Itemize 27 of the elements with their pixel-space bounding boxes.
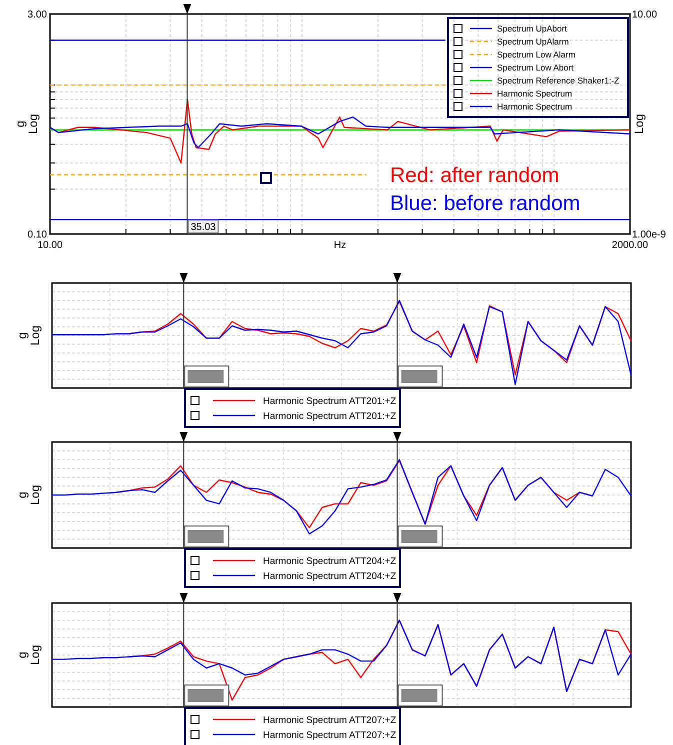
legend-label: Harmonic Spectrum ATT207:+Z bbox=[263, 714, 396, 726]
legend-label: Spectrum Reference Shaker1:-Z bbox=[497, 75, 620, 86]
x-tick-label: 2000.00 bbox=[612, 240, 649, 251]
y-axis-title: g Log bbox=[15, 484, 42, 506]
legend-label: Spectrum UpAbort bbox=[497, 23, 568, 34]
ref-line-label: 35.03 bbox=[190, 222, 216, 233]
legend-label: Harmonic Spectrum ATT204:+Z bbox=[263, 570, 396, 582]
legend-label: Harmonic Spectrum ATT201:+Z bbox=[263, 396, 396, 407]
x-axis-title: Hz bbox=[334, 240, 346, 251]
y2-tick-label: 10.00 bbox=[632, 10, 658, 20]
y2-tick-label: 1.00e-9 bbox=[632, 230, 666, 240]
legend-label: Harmonic Spectrum bbox=[497, 101, 572, 112]
annotation: Blue: before random bbox=[390, 192, 580, 215]
y2-axis-title: Log bbox=[632, 114, 646, 134]
legend-label: Spectrum UpAlarm bbox=[497, 36, 569, 46]
legend-label: Spectrum Low Alarm bbox=[497, 49, 576, 60]
legend-label: Spectrum Low Abort bbox=[497, 62, 574, 72]
legend-label: Harmonic Spectrum ATT207:+Z bbox=[263, 730, 396, 741]
annotation: Red: after random bbox=[390, 164, 560, 187]
y-axis-title: g Log bbox=[15, 325, 42, 346]
y-axis-title: g Log bbox=[13, 114, 40, 134]
legend-label: Harmonic Spectrum ATT201:+Z bbox=[263, 410, 396, 422]
y-axis-title: g Log bbox=[15, 644, 42, 666]
legend-label: Harmonic Spectrum ATT204:+Z bbox=[263, 556, 396, 567]
legend-label: Harmonic Spectrum bbox=[497, 88, 572, 98]
y-tick-label: 0.10 bbox=[28, 230, 48, 240]
y-tick-label: 3.00 bbox=[28, 10, 48, 20]
